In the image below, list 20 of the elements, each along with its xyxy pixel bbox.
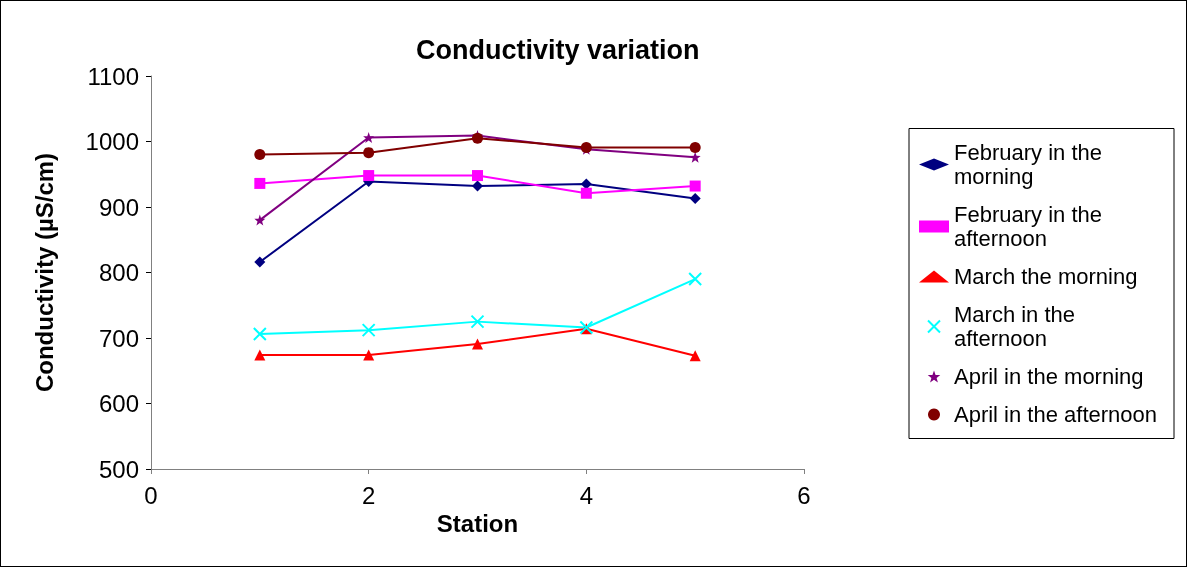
y-tick-label: 800 xyxy=(98,259,139,286)
x-tick-label: 2 xyxy=(361,481,376,509)
x-tick-label: 4 xyxy=(579,481,594,509)
y-tick-label: 1000 xyxy=(85,128,139,155)
legend-label: March the morning xyxy=(954,264,1138,289)
legend-label: February in the morning xyxy=(954,140,1109,189)
chart-title: Conductivity variation xyxy=(416,34,700,65)
legend-label: April in the afternoon xyxy=(954,402,1158,427)
y-tick-label: 1100 xyxy=(87,62,139,90)
y-tick-label: 500 xyxy=(98,455,139,483)
y-axis-title: Conductivity (µS/cm) xyxy=(30,152,58,393)
x-axis-title: Station xyxy=(436,510,519,538)
x-tick-label: 6 xyxy=(797,481,811,509)
y-tick-label: 600 xyxy=(98,390,139,417)
y-tick-label: 900 xyxy=(98,193,139,221)
x-tick-label: 0 xyxy=(144,481,158,509)
legend-label: February in the afternoon xyxy=(954,202,1109,251)
y-tick-label: 700 xyxy=(98,324,139,352)
legend-label: April in the morning xyxy=(954,364,1144,389)
legend-label: March in the afternoon xyxy=(954,302,1082,351)
